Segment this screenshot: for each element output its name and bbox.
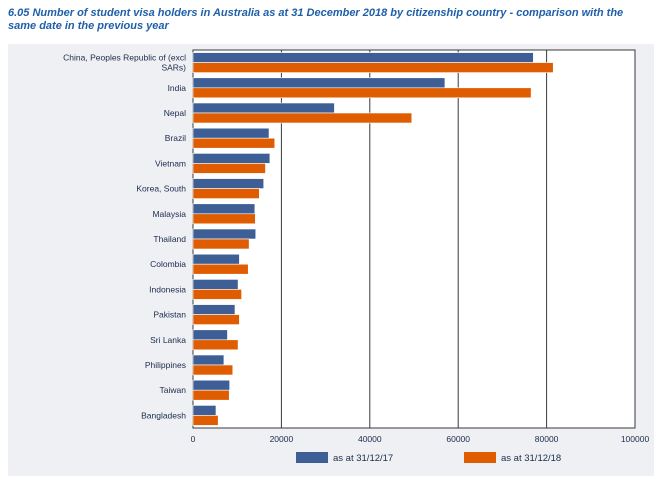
category-label: Pakistan	[153, 310, 186, 320]
bar-2018	[192, 62, 554, 73]
x-tick-label: 100000	[621, 434, 650, 444]
bar-2017	[192, 279, 239, 290]
category-label: India	[168, 83, 187, 93]
chart-frame: 0 20000 40000 60000 80000 100000 China, People…	[8, 44, 654, 476]
bar-2017	[192, 228, 257, 240]
category-label: Bangladesh	[141, 410, 186, 420]
bar-2018	[192, 163, 266, 174]
category-label: SARs)	[161, 63, 186, 73]
bar-2017	[192, 77, 446, 89]
legend-label: as at 31/12/18	[501, 453, 561, 464]
bar-2018	[192, 263, 249, 275]
bar-2017	[192, 304, 236, 315]
bar-2017	[192, 127, 270, 139]
bar-2017	[192, 329, 228, 341]
bar-chart: 0 20000 40000 60000 80000 100000 China, People…	[63, 49, 650, 464]
x-tick-label: 80000	[535, 434, 559, 444]
category-label: Sri Lanka	[150, 335, 186, 345]
bar-2018	[192, 364, 234, 376]
bar-2018	[192, 289, 242, 300]
legend-swatch	[296, 452, 328, 463]
bar-2018	[192, 339, 239, 351]
category-label: Colombia	[150, 259, 186, 269]
category-label: Philippines	[145, 360, 186, 370]
bar-2018	[192, 238, 250, 250]
bar-2018	[192, 137, 276, 149]
x-tick-label: 40000	[358, 434, 382, 444]
bar-2017	[192, 354, 225, 366]
category-label: Malaysia	[152, 209, 186, 219]
legend-label: as at 31/12/17	[333, 453, 393, 464]
category-label: Nepal	[164, 108, 186, 118]
category-label: Korea, South	[136, 184, 186, 194]
category-label: Indonesia	[149, 284, 186, 294]
bar-2018	[192, 415, 219, 426]
x-tick-label: 20000	[270, 434, 294, 444]
bar-2018	[192, 314, 240, 325]
bar-2018	[192, 389, 230, 401]
bar-2017	[192, 253, 240, 265]
bar-2018	[192, 87, 532, 99]
chart-title: 6.05 Number of student visa holders in A…	[8, 7, 624, 32]
bar-2018	[192, 188, 260, 199]
bar-2017	[192, 153, 271, 164]
category-label: Vietnam	[155, 158, 186, 168]
bar-2017	[192, 178, 265, 189]
category-label: Brazil	[165, 133, 186, 143]
bar-2017	[192, 379, 230, 391]
bar-2018	[192, 213, 256, 225]
bar-2018	[192, 112, 413, 124]
category-label: China, Peoples Republic of (excl	[63, 53, 186, 63]
legend-swatch	[464, 452, 496, 463]
x-tick-label: 0	[191, 434, 196, 444]
category-label: Thailand	[153, 234, 186, 244]
x-tick-label: 60000	[446, 434, 470, 444]
bar-2017	[192, 203, 256, 215]
bar-2017	[192, 102, 335, 114]
category-label: Taiwan	[160, 385, 187, 395]
bar-2017	[192, 52, 534, 63]
bar-2017	[192, 405, 217, 416]
